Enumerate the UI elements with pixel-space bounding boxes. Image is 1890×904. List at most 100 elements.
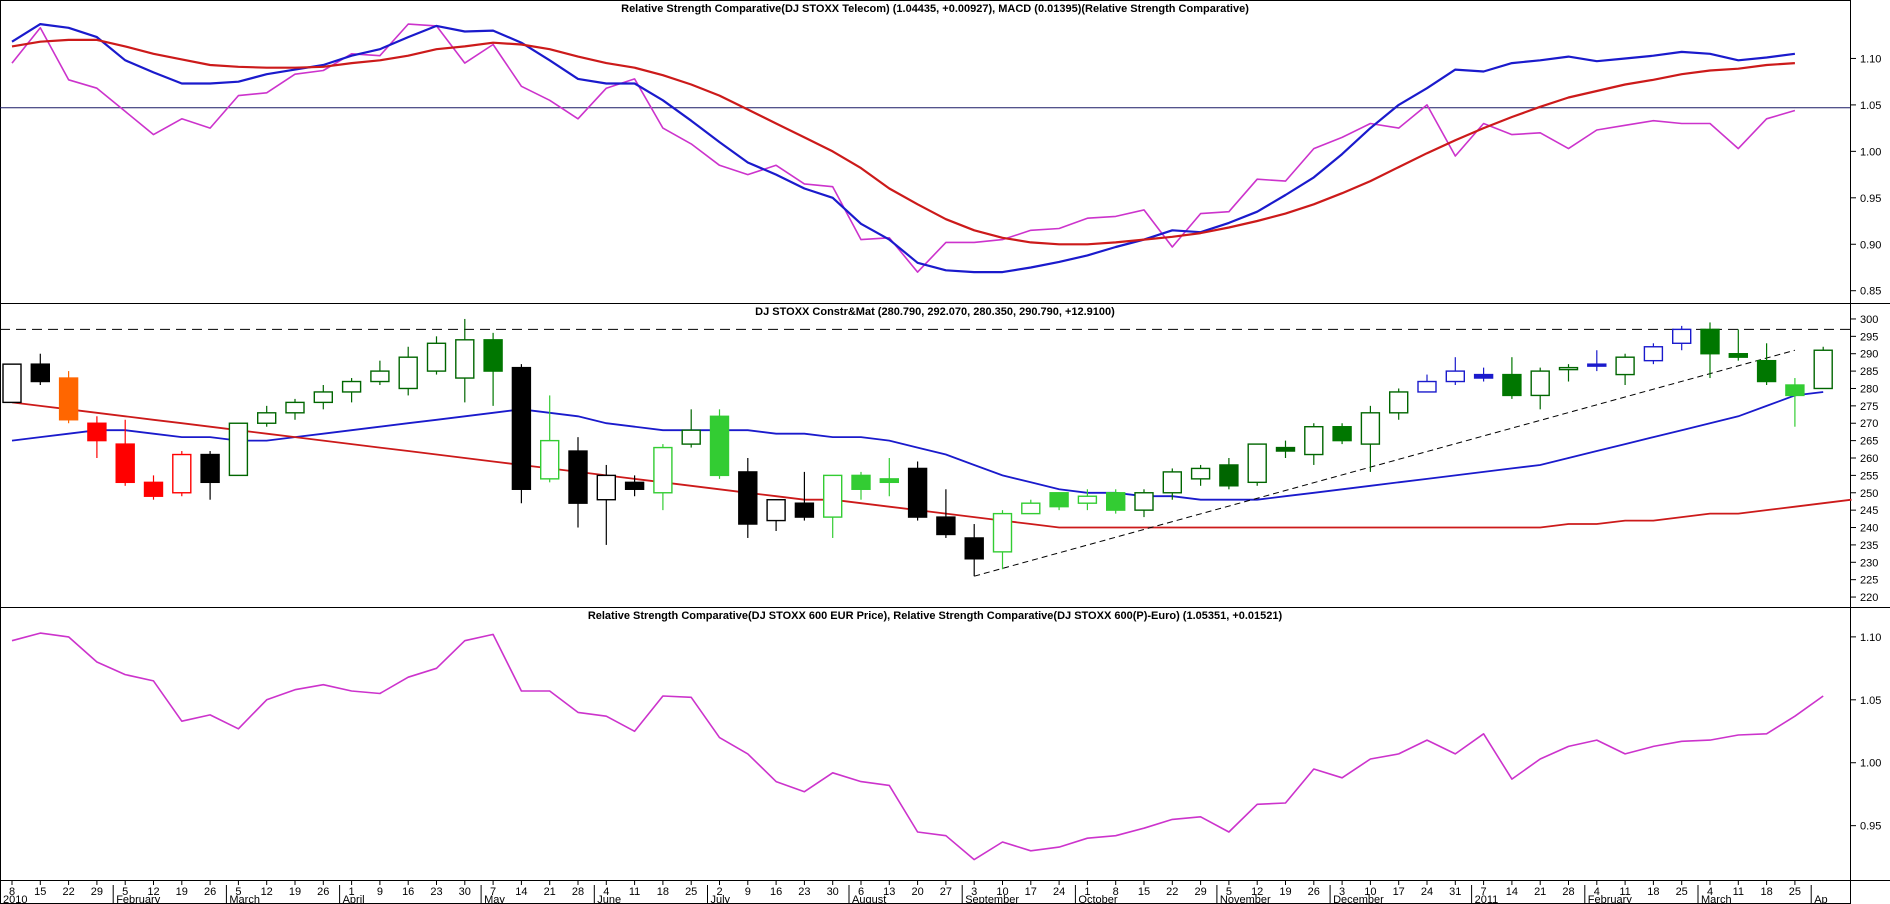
candle-body — [1332, 426, 1352, 442]
x-tick-label: 18 — [657, 886, 669, 898]
candle — [257, 405, 277, 427]
candle-body — [1247, 443, 1267, 484]
candle-body — [1756, 359, 1777, 383]
x-tick-label: 24 — [1053, 886, 1065, 898]
x-tick-label: 12 — [147, 886, 159, 898]
candle-body — [1049, 492, 1069, 508]
candle-body — [1021, 502, 1041, 515]
x-tick-label: 31 — [1449, 886, 1461, 898]
candle-body — [1360, 412, 1381, 445]
x-tick-label: 22 — [62, 886, 74, 898]
candle-body — [1587, 363, 1607, 367]
y-tick-label: 1.05 — [1860, 100, 1881, 112]
candle — [1105, 489, 1126, 514]
candle-body — [907, 467, 928, 518]
candle-body — [398, 356, 418, 390]
candle-body — [1417, 380, 1437, 393]
candle-body — [1473, 373, 1494, 379]
y-tick-label: 300 — [1860, 314, 1878, 326]
candle — [709, 409, 730, 479]
y-tick-label: 0.95 — [1860, 193, 1881, 205]
candle-body — [1700, 328, 1720, 355]
y-tick-label: 275 — [1860, 401, 1878, 413]
candle-body — [370, 370, 390, 383]
x-tick-label: 4 — [1594, 886, 1600, 898]
y-tick-label: 265 — [1860, 436, 1878, 448]
candle-body — [879, 478, 899, 484]
x-tick-label: 26 — [317, 886, 329, 898]
candle-body — [1530, 370, 1550, 397]
x-tick-label: 11 — [1733, 886, 1744, 898]
candle — [1049, 492, 1069, 511]
y-tick-label: 230 — [1860, 557, 1878, 569]
candle — [1643, 343, 1664, 365]
candle-body — [313, 391, 333, 404]
x-tick-label: 18 — [1760, 886, 1772, 898]
x-tick-label: 8 — [1113, 886, 1119, 898]
month-label: March — [1701, 894, 1732, 904]
pane-title: Relative Strength Comparative(DJ STOXX 6… — [588, 610, 1283, 622]
x-tick-label: 19 — [289, 886, 301, 898]
candle-body — [257, 412, 277, 424]
candle-body — [1615, 356, 1635, 376]
x-tick-label: 24 — [1421, 886, 1433, 898]
candle-body — [172, 453, 192, 494]
y-tick-label: 1.00 — [1860, 146, 1881, 158]
x-tick-label: 11 — [629, 886, 640, 898]
x-tick-label: 2 — [716, 886, 722, 898]
series-line-2 — [11, 38, 1795, 246]
candle-body — [58, 377, 79, 421]
month-label: March — [229, 894, 260, 904]
y-tick-label: 1.10 — [1860, 632, 1881, 644]
candle — [624, 475, 645, 497]
candle-body — [1785, 384, 1805, 397]
candle — [87, 416, 107, 458]
x-tick-label: 17 — [1025, 886, 1037, 898]
candle — [2, 363, 22, 404]
candle-body — [115, 443, 135, 484]
month-label: February — [116, 894, 161, 904]
candle-body — [455, 339, 475, 379]
candle — [766, 499, 786, 531]
month-label: December — [1333, 894, 1384, 904]
candle — [1615, 353, 1635, 385]
x-tick-label: 23 — [430, 886, 442, 898]
month-label: July — [711, 894, 731, 904]
candle — [1445, 357, 1466, 385]
candle-body — [1077, 495, 1098, 504]
y-tick-label: 280 — [1860, 383, 1878, 395]
candle — [851, 471, 871, 500]
y-tick-label: 1.00 — [1860, 758, 1881, 770]
candle — [1587, 350, 1607, 372]
month-label: 2010 — [3, 894, 27, 904]
x-tick-label: 4 — [1707, 886, 1713, 898]
y-tick-label: 285 — [1860, 366, 1878, 378]
y-tick-label: 240 — [1860, 523, 1878, 535]
x-tick-label: 27 — [940, 886, 952, 898]
candle-body — [1671, 328, 1692, 344]
candle — [228, 422, 249, 477]
candle — [879, 458, 899, 497]
x-tick-label: 9 — [745, 886, 751, 898]
x-tick-label: 21 — [544, 886, 556, 898]
x-tick-label: 14 — [1506, 886, 1518, 898]
candle-body — [1105, 492, 1126, 511]
candle — [341, 378, 362, 403]
candle — [1360, 405, 1381, 472]
candle-body — [1728, 353, 1749, 358]
candle — [681, 409, 701, 448]
x-tick-label: 14 — [515, 886, 527, 898]
month-label: February — [1588, 894, 1633, 904]
candle-body — [624, 481, 645, 490]
y-tick-label: 295 — [1860, 331, 1878, 343]
candle — [1190, 464, 1211, 486]
candle — [540, 395, 560, 483]
y-tick-label: 290 — [1860, 349, 1878, 361]
candle — [653, 444, 673, 511]
x-tick-label: 1 — [1084, 886, 1090, 898]
candle-body — [341, 380, 362, 393]
x-tick-label: 7 — [1481, 886, 1487, 898]
candle-body — [511, 366, 532, 490]
candle — [1473, 367, 1494, 382]
candle-body — [964, 537, 984, 560]
